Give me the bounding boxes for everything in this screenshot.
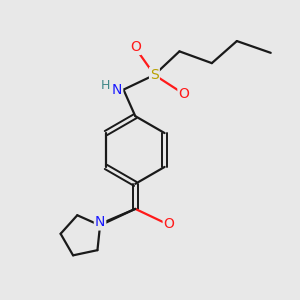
Text: H: H — [100, 79, 110, 92]
Text: N: N — [112, 82, 122, 97]
Text: O: O — [130, 40, 141, 54]
Text: O: O — [164, 217, 175, 231]
Text: S: S — [150, 68, 159, 82]
Text: N: N — [95, 215, 105, 230]
Text: O: O — [178, 87, 189, 101]
